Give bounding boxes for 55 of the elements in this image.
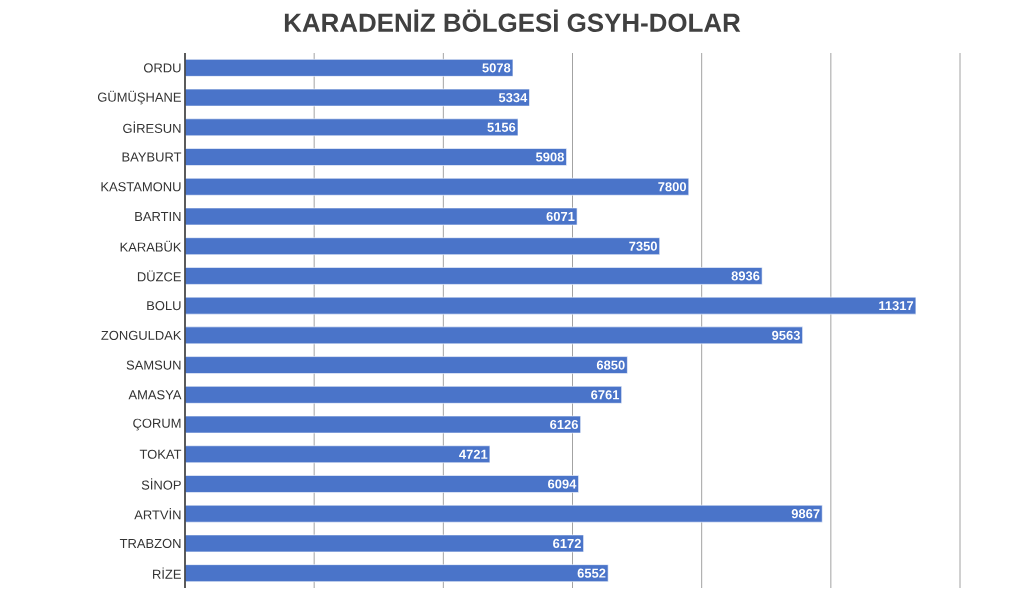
data-label: 11317 [879,301,914,311]
bar [184,475,579,493]
data-label: 6850 [596,360,625,370]
y-tick-label: RİZE [153,567,181,579]
bar [184,326,803,345]
data-label: 6126 [550,419,578,430]
data-label: 7800 [658,182,687,192]
y-tick-label: AMASYA [128,390,182,400]
data-label: 5908 [535,152,564,162]
data-label: 4721 [459,449,488,459]
bar [184,534,584,553]
data-label: 5078 [482,63,511,73]
data-label: 7350 [629,241,657,251]
bar [184,237,660,255]
y-tick-label: ORDU [143,63,181,73]
bar [184,445,491,464]
bar [184,267,763,285]
chart-title: KARADENİZ BÖLGESİ GSYH-DOLAR [284,9,741,32]
data-label: 9867 [791,509,820,519]
y-tick-label: KARABÜK [120,240,182,252]
bar [184,356,628,374]
bar [184,296,917,315]
y-tick-label: ÇORUM [133,418,181,431]
bar [184,59,514,77]
bar [184,207,578,226]
bar [184,148,567,166]
y-tick-label: BARTIN [135,212,181,221]
y-tick-label: DÜZCE [137,270,181,282]
data-label: 8936 [731,271,760,281]
y-tick-label: TRABZON [119,538,181,549]
bar [184,386,622,404]
y-tick-label: TOKAT [139,449,182,459]
data-label: 6071 [546,211,575,222]
data-label: 5156 [487,122,516,132]
data-label: 9563 [772,330,800,340]
y-tick-label: KASTAMONU [101,182,181,192]
y-tick-label: BOLU [147,301,181,311]
bar [184,177,690,196]
bar [184,564,609,582]
data-label: 6094 [548,479,577,489]
y-tick-label: ZONGULDAK [101,330,182,340]
y-tick-label: ARTVİN [134,508,181,520]
y-tick-label: BAYBURT [122,152,182,162]
y-tick-label: SAMSUN [126,360,181,370]
y-tick-label: SİNOP [141,478,181,490]
data-label: 6552 [577,568,606,578]
y-tick-label: GİRESUN [123,121,181,133]
bar [184,415,581,434]
y-tick-label: GÜMÜŞHANE [97,90,181,105]
data-label: 5334 [498,92,528,103]
data-label: 6761 [591,390,620,400]
bar [184,118,519,137]
bar [184,504,823,523]
data-label: 6172 [553,538,581,549]
bar [184,88,530,107]
